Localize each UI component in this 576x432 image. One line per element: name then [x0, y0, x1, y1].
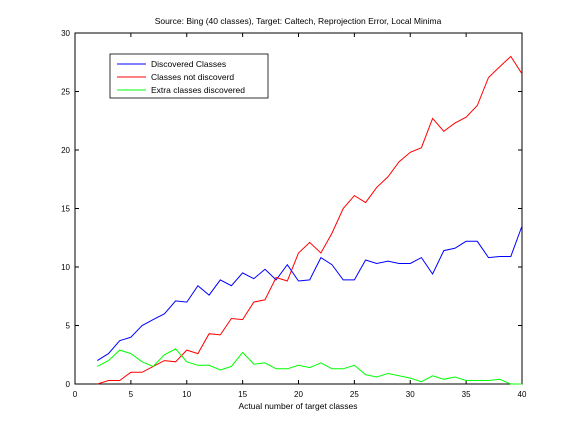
- x-tick-label: 30: [406, 390, 415, 399]
- series-line-3: [97, 348, 522, 385]
- y-tick-label: 15: [61, 205, 70, 214]
- legend-label-2: Classes not discoverd: [151, 72, 234, 82]
- series-line-1: [97, 225, 523, 362]
- y-tick-label: 10: [61, 263, 70, 272]
- chart-title: Source: Bing (40 classes), Target: Calte…: [155, 16, 442, 26]
- x-tick-label: 40: [518, 390, 527, 399]
- legend-label-3: Extra classes discovered: [151, 85, 245, 95]
- x-axis-label: Actual number of target classes: [238, 401, 357, 411]
- legend: Discovered Classes Classes not discoverd E…: [109, 53, 269, 99]
- x-tick-label: 20: [294, 390, 303, 399]
- x-axis-ticks: 0 5 10 15 20 25 30 35 40: [73, 33, 527, 399]
- y-tick-label: 25: [61, 88, 70, 97]
- x-tick-label: 15: [238, 390, 247, 399]
- y-tick-label: 0: [66, 380, 71, 389]
- y-tick-label: 5: [66, 322, 71, 331]
- x-tick-label: 35: [462, 390, 471, 399]
- series-layer: [97, 55, 523, 385]
- x-tick-label: 5: [129, 390, 134, 399]
- series-line-2: [97, 55, 523, 385]
- y-tick-label: 30: [61, 29, 70, 38]
- x-tick-label: 25: [350, 390, 359, 399]
- x-tick-label: 10: [182, 390, 191, 399]
- legend-box: [109, 53, 269, 99]
- y-tick-label: 20: [61, 146, 70, 155]
- x-tick-label: 0: [73, 390, 78, 399]
- y-axis-ticks: 0 5 10 15 20 25 30: [61, 29, 522, 389]
- legend-label-1: Discovered Classes: [151, 59, 226, 69]
